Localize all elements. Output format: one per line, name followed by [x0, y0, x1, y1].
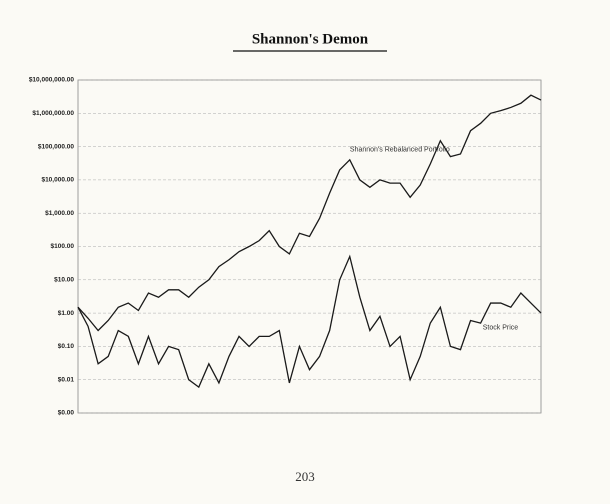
y-tick-label: $1.00: [58, 310, 75, 317]
series-line: [77, 94, 542, 332]
page-number: 203: [295, 469, 315, 484]
chart-title: Shannon's Demon: [252, 31, 369, 47]
y-tick-label: $0.01: [58, 376, 75, 383]
series-line: [77, 254, 542, 389]
y-tick-label: $1,000.00: [45, 210, 74, 217]
y-tick-label: $10,000,000.00: [29, 77, 75, 84]
annotation: Shannon's Rebalanced Portfolio: [350, 147, 450, 154]
y-tick-label: $0.10: [58, 343, 75, 350]
y-tick-label: $1,000,000.00: [32, 110, 74, 117]
annotation: Stock Price: [483, 324, 519, 331]
y-tick-label: $100.00: [51, 243, 75, 250]
y-tick-label: $100,000.00: [38, 143, 75, 150]
y-tick-label: $10.00: [54, 277, 74, 284]
y-tick-label: $10,000.00: [41, 177, 74, 184]
y-tick-label: $0.00: [58, 410, 75, 417]
